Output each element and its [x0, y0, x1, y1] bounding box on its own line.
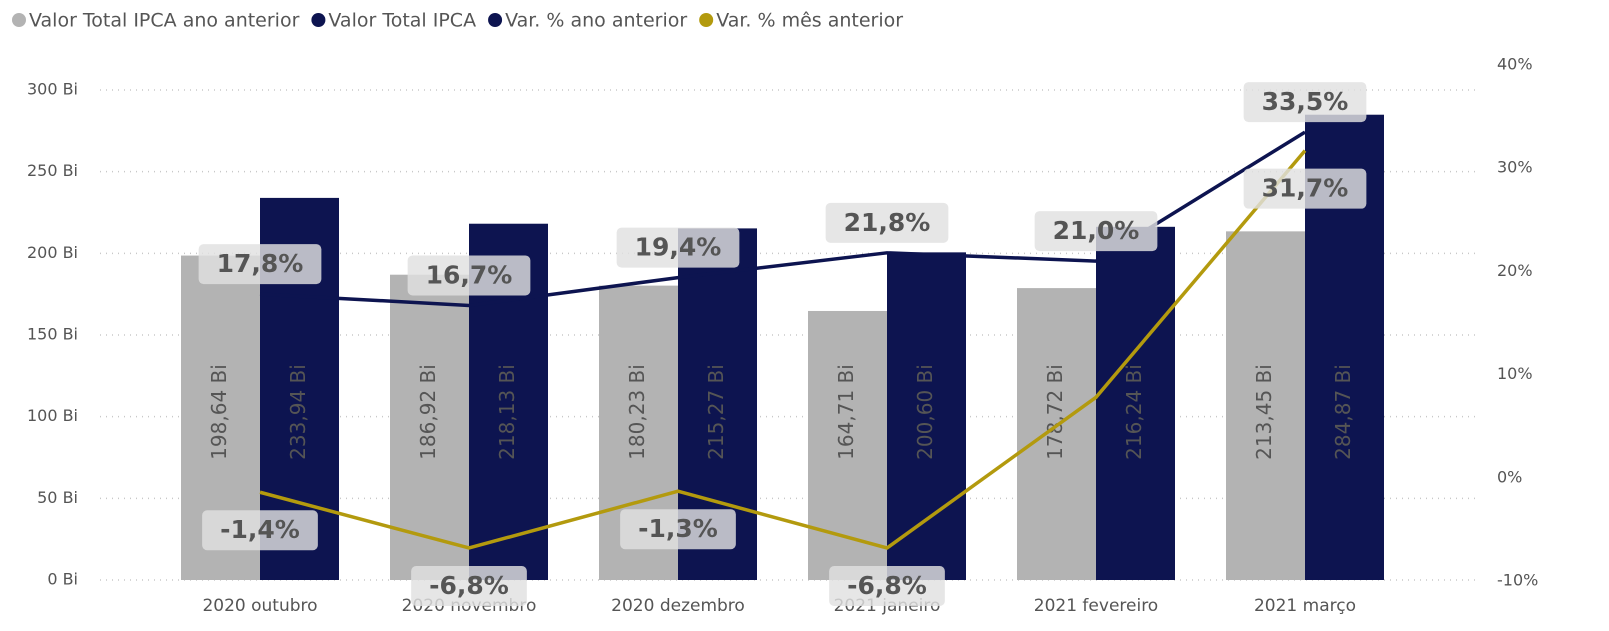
label-background — [616, 227, 740, 268]
y-tick-label: 0 Bi — [47, 570, 78, 589]
line-value-label-text: 17,8% — [217, 249, 304, 278]
line-value-label: 21,8% — [825, 202, 949, 243]
label-background — [1034, 211, 1158, 252]
legend-label: Valor Total IPCA — [328, 10, 476, 32]
line-value-label-text: 21,8% — [844, 208, 931, 237]
line-value-label: -6,8% — [829, 565, 945, 606]
x-tick-label: 2020 outubro — [202, 596, 317, 616]
line-value-label: -1,4% — [202, 510, 318, 551]
bar — [1017, 288, 1096, 580]
bar-value-label: 216,24 Bi — [1122, 364, 1146, 460]
legend-marker — [488, 13, 503, 27]
legend-marker — [311, 13, 326, 27]
line-value-label-text: 19,4% — [635, 233, 722, 262]
label-background — [1243, 82, 1367, 123]
y-tick-label: 150 Bi — [27, 325, 78, 344]
line-value-label: 16,7% — [407, 255, 531, 296]
bar-value-label: 178,72 Bi — [1043, 364, 1067, 460]
y2-tick-label: 30% — [1497, 158, 1533, 177]
y-tick-label: 50 Bi — [37, 488, 78, 507]
label-background — [407, 255, 531, 296]
bar-value-label: 213,45 Bi — [1252, 364, 1276, 460]
bar — [1226, 231, 1305, 581]
line-value-label-text: -1,4% — [220, 515, 300, 544]
label-background — [825, 202, 949, 243]
bar-value-label: 200,60 Bi — [913, 364, 937, 460]
bar — [808, 310, 887, 580]
line-value-label: -1,3% — [620, 509, 736, 550]
line-value-label: 21,0% — [1034, 211, 1158, 252]
bar-value-label: 284,87 Bi — [1331, 364, 1355, 460]
label-background — [411, 565, 527, 606]
legend-marker — [12, 13, 26, 27]
y2-tick-label: 40% — [1497, 55, 1533, 74]
label-background — [198, 244, 322, 285]
line-value-label-text: 31,7% — [1262, 174, 1349, 203]
y2-tick-label: 20% — [1497, 261, 1533, 280]
y2-tick-label: 10% — [1497, 364, 1533, 383]
label-background — [202, 510, 318, 551]
bar-value-label: 215,27 Bi — [704, 364, 728, 460]
bar — [887, 252, 966, 580]
bar-value-label: 186,92 Bi — [416, 364, 440, 460]
legend-label: Var. % ano anterior — [505, 10, 687, 32]
y-tick-label: 200 Bi — [27, 243, 78, 262]
x-tick-label: 2021 março — [1254, 596, 1356, 616]
line-value-label: -6,8% — [411, 565, 527, 606]
line-value-label-text: -1,3% — [638, 514, 718, 543]
y-tick-label: 100 Bi — [27, 406, 78, 425]
line-value-label-text: 16,7% — [426, 260, 513, 289]
bar-value-label: 233,94 Bi — [286, 364, 310, 460]
bar-value-label: 180,23 Bi — [625, 364, 649, 460]
legend-label: Valor Total IPCA ano anterior — [29, 10, 300, 32]
line-value-label-text: 21,0% — [1053, 216, 1140, 245]
x-tick-label: 2020 dezembro — [611, 596, 745, 616]
bar-value-label: 198,64 Bi — [207, 364, 231, 460]
line-value-label: 31,7% — [1243, 168, 1367, 209]
y2-tick-label: -10% — [1497, 571, 1538, 590]
y-tick-label: 250 Bi — [27, 161, 78, 180]
label-background — [1243, 168, 1367, 209]
x-tick-label: 2021 fevereiro — [1034, 596, 1158, 616]
label-background — [620, 509, 736, 550]
line-value-label-text: -6,8% — [847, 571, 927, 600]
legend-marker — [699, 13, 714, 27]
bar-value-label: 164,71 Bi — [834, 364, 858, 460]
bar — [1096, 226, 1175, 581]
line-value-label: 33,5% — [1243, 82, 1367, 123]
label-background — [829, 565, 945, 606]
y2-tick-label: 0% — [1497, 467, 1522, 486]
bar-value-label: 218,13 Bi — [495, 364, 519, 460]
line-value-label-text: -6,8% — [429, 571, 509, 600]
line-value-label: 19,4% — [616, 227, 740, 268]
line-value-label: 17,8% — [198, 244, 322, 285]
line-value-label-text: 33,5% — [1262, 87, 1349, 116]
line — [259, 149, 1307, 550]
y-tick-label: 300 Bi — [27, 80, 78, 99]
legend-label: Var. % mês anterior — [716, 10, 903, 32]
